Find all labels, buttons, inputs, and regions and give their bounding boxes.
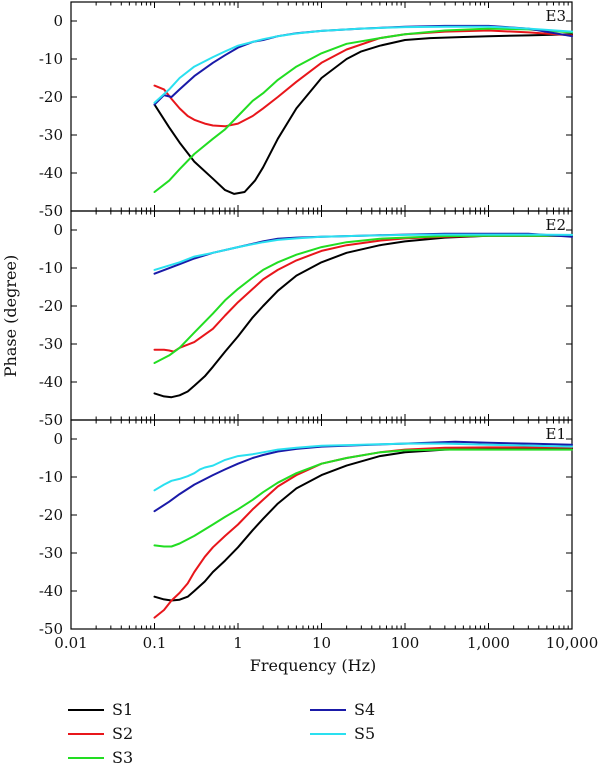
series-line-e2-s1: [153, 234, 573, 399]
x-axis-title: Frequency (Hz): [250, 656, 377, 675]
legend-item-s3: S3: [68, 748, 133, 767]
x-tick-label: 0.1: [143, 634, 167, 652]
panel-frame: [70, 419, 573, 630]
y-tick-label: -40: [39, 164, 63, 182]
series-line-e2-s2: [153, 234, 573, 353]
series-line-e3-s3: [153, 27, 573, 193]
x-tick-label: 10,000: [546, 634, 599, 652]
legend-item-s4: S4: [310, 700, 375, 719]
y-tick-label: -10: [39, 50, 63, 68]
series-line-e1-s3: [153, 448, 573, 548]
legend-label: S2: [112, 724, 133, 743]
panel-frame: [70, 210, 573, 421]
legend: S1 S2 S3 S4 S5: [68, 700, 375, 767]
x-tick-label: 1,000: [467, 634, 510, 652]
panels-layer: 0 -10 -20 -30 -40 -50 E3 0 -10 -20 -30 -40 -50 E2 0 -10…: [39, 1, 573, 638]
y-tick-label: -30: [39, 335, 63, 353]
series-line-e1-s1: [153, 447, 573, 602]
panel-frame: [70, 1, 573, 212]
legend-label: S5: [354, 724, 375, 743]
panel-label: E2: [546, 216, 567, 234]
x-tick-label: 1: [233, 634, 243, 652]
series-line-e3-s4: [153, 24, 573, 106]
x-tick-label: 10: [312, 634, 331, 652]
y-tick-label: 0: [53, 12, 63, 30]
series-line-e3-s1: [153, 33, 573, 195]
legend-item-s1: S1: [68, 700, 133, 719]
series-line-e3-s5: [153, 25, 573, 104]
y-tick-label: 0: [53, 430, 63, 448]
legend-label: S4: [354, 700, 375, 719]
series-line-e2-s3: [153, 234, 573, 364]
y-tick-label: -40: [39, 582, 63, 600]
panel-label: E3: [546, 7, 567, 25]
y-tick-label: -30: [39, 544, 63, 562]
series-line-e1-s5: [153, 442, 573, 492]
legend-label: S3: [112, 748, 133, 767]
y-tick-label: -50: [39, 411, 63, 429]
x-tick-label: 100: [391, 634, 420, 652]
y-tick-label: -10: [39, 259, 63, 277]
legend-item-s2: S2: [68, 724, 133, 743]
y-tick-label: -20: [39, 506, 63, 524]
y-tick-label: -20: [39, 88, 63, 106]
legend-label: S1: [112, 700, 133, 719]
x-tick-label: 0.01: [54, 634, 87, 652]
x-axis: 0.01 0.1 1 10 100 1,000 10,000: [54, 634, 598, 652]
y-axis-title: Phase (degree): [1, 255, 20, 377]
series-line-e3-s2: [153, 29, 573, 128]
y-tick-label: -50: [39, 202, 63, 220]
panel-e1: 0 -10 -20 -30 -40 -50 E1: [39, 419, 573, 638]
panel-label: E1: [546, 425, 567, 443]
y-tick-label: -20: [39, 297, 63, 315]
panel-e3: 0 -10 -20 -30 -40 -50 E3: [39, 1, 573, 220]
y-tick-label: -10: [39, 468, 63, 486]
series-line-e1-s4: [153, 440, 573, 513]
legend-item-s5: S5: [310, 724, 375, 743]
y-tick-label: -40: [39, 373, 63, 391]
panel-e2: 0 -10 -20 -30 -40 -50 E2: [39, 210, 573, 429]
y-tick-label: 0: [53, 221, 63, 239]
series-line-e2-s5: [153, 233, 573, 271]
y-tick-label: -50: [39, 620, 63, 638]
y-tick-label: -30: [39, 126, 63, 144]
